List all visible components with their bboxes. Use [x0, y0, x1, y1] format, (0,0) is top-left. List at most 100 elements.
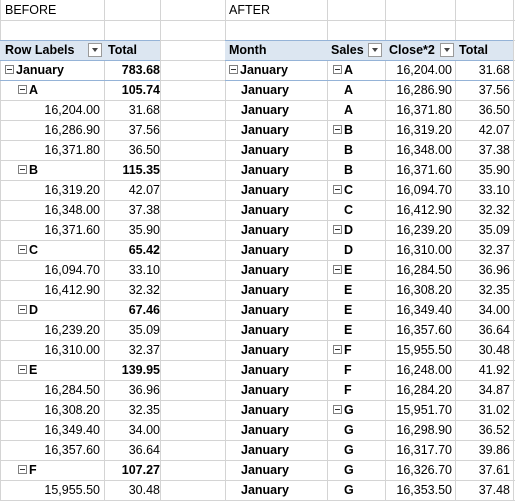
close-cell-text: 16,094.70 — [396, 183, 452, 197]
pivot-subgroup-total: 139.95 — [104, 360, 160, 380]
month-cell: January — [241, 160, 289, 180]
collapse-toggle-icon[interactable] — [333, 405, 342, 415]
total-cell: 35.90 — [455, 160, 510, 180]
pivot-item-label: 16,239.20 — [0, 320, 100, 340]
month-cell: January — [229, 60, 288, 80]
after-header-sales: Sales — [331, 43, 364, 57]
after-header-month: Month — [229, 43, 267, 57]
close-cell-text: 16,284.20 — [396, 383, 452, 397]
month-cell: January — [241, 460, 289, 480]
month-cell: January — [241, 200, 289, 220]
row-gridline — [0, 140, 515, 141]
collapse-toggle-icon[interactable] — [333, 345, 342, 355]
close-cell: 16,412.90 — [385, 200, 452, 220]
column-gridline — [385, 0, 386, 501]
row-gridline — [0, 400, 515, 401]
sales-cell: E — [344, 320, 352, 340]
close-cell-text: 16,371.60 — [396, 163, 452, 177]
collapse-toggle-icon[interactable] — [18, 245, 27, 255]
pivot-item-value-text: 36.64 — [128, 443, 160, 457]
pivot-item-label: 16,348.00 — [0, 200, 100, 220]
sales-cell: A — [344, 80, 353, 100]
pivot-item-label-text: 16,310.00 — [44, 343, 100, 357]
row-gridline — [0, 220, 515, 221]
total-cell: 34.00 — [455, 300, 510, 320]
pivot-subgroup-total-text: 65.42 — [128, 243, 160, 257]
month-cell: January — [241, 140, 289, 160]
month-cell: January — [241, 280, 289, 300]
pivot-item-label-text: 16,319.20 — [44, 183, 100, 197]
pivot-item-value-text: 35.09 — [128, 323, 160, 337]
pivot-item-label-text: 16,357.60 — [44, 443, 100, 457]
month-cell-text: January — [241, 163, 289, 177]
sales-cell-text: A — [344, 103, 354, 117]
month-cell-text: January — [241, 263, 289, 277]
collapse-toggle-icon[interactable] — [18, 365, 27, 375]
sales-cell-text: C — [344, 183, 354, 197]
sales-filter-dropdown-icon[interactable] — [368, 43, 382, 57]
pivot-item-value: 34.00 — [104, 420, 160, 440]
total-cell-text: 32.35 — [478, 283, 510, 297]
pivot-subgroup-label-text: C — [29, 243, 39, 257]
month-cell: January — [241, 340, 289, 360]
total-cell-text: 32.32 — [478, 203, 510, 217]
pivot-item-value: 37.56 — [104, 120, 160, 140]
sales-cell: D — [344, 240, 353, 260]
sales-cell: A — [344, 100, 353, 120]
row-gridline — [0, 340, 515, 341]
total-cell: 32.35 — [455, 280, 510, 300]
pivot-item-label: 16,357.60 — [0, 440, 100, 460]
before-header-band — [0, 40, 160, 61]
month-cell: January — [241, 180, 289, 200]
row-gridline — [0, 300, 515, 301]
collapse-toggle-icon[interactable] — [18, 165, 27, 175]
after-header-total: Total — [459, 43, 488, 57]
collapse-toggle-icon[interactable] — [333, 185, 342, 195]
month-cell: January — [241, 120, 289, 140]
sales-cell-text: G — [344, 463, 354, 477]
collapse-toggle-icon[interactable] — [333, 125, 342, 135]
pivot-subgroup-total-text: 115.35 — [122, 163, 160, 177]
month-cell: January — [241, 420, 289, 440]
month-cell-text: January — [241, 423, 289, 437]
pivot-item-label-text: 16,286.90 — [44, 123, 100, 137]
sales-cell-text: E — [344, 323, 353, 337]
close-filter-dropdown-icon[interactable] — [440, 43, 454, 57]
close-cell-text: 16,286.90 — [396, 83, 452, 97]
collapse-toggle-icon[interactable] — [229, 65, 238, 75]
total-cell-text: 36.96 — [478, 263, 510, 277]
close-cell-text: 16,371.80 — [396, 103, 452, 117]
collapse-toggle-icon[interactable] — [18, 85, 27, 95]
sales-cell: G — [344, 460, 354, 480]
collapse-toggle-icon[interactable] — [333, 265, 342, 275]
pivot-item-label: 16,349.40 — [0, 420, 100, 440]
pivot-item-value-text: 36.50 — [128, 143, 160, 157]
close-cell: 16,357.60 — [385, 320, 452, 340]
month-cell: January — [241, 220, 289, 240]
sales-cell: C — [333, 180, 353, 200]
collapse-toggle-icon[interactable] — [333, 225, 342, 235]
pivot-item-label-text: 16,094.70 — [44, 263, 100, 277]
row-labels-filter-dropdown-icon[interactable] — [88, 43, 102, 57]
close-cell-text: 15,951.70 — [396, 403, 452, 417]
month-cell: January — [241, 300, 289, 320]
collapse-toggle-icon[interactable] — [18, 305, 27, 315]
total-cell: 32.32 — [455, 200, 510, 220]
sales-cell: C — [344, 200, 353, 220]
pivot-item-label: 16,204.00 — [0, 100, 100, 120]
total-cell-text: 42.07 — [478, 123, 510, 137]
group-underline — [225, 80, 513, 81]
column-gridline — [160, 0, 161, 501]
sales-cell: B — [333, 120, 353, 140]
row-gridline — [0, 120, 515, 121]
collapse-toggle-icon[interactable] — [333, 65, 342, 75]
sales-cell: G — [344, 420, 354, 440]
month-cell: January — [241, 100, 289, 120]
pivot-item-value-text: 37.56 — [128, 123, 160, 137]
total-cell-text: 36.50 — [478, 103, 510, 117]
collapse-toggle-icon[interactable] — [18, 465, 27, 475]
pivot-item-label: 16,319.20 — [0, 180, 100, 200]
collapse-toggle-icon[interactable] — [5, 65, 14, 75]
pivot-group-label-text: January — [16, 63, 64, 77]
pivot-item-value-text: 32.37 — [128, 343, 160, 357]
